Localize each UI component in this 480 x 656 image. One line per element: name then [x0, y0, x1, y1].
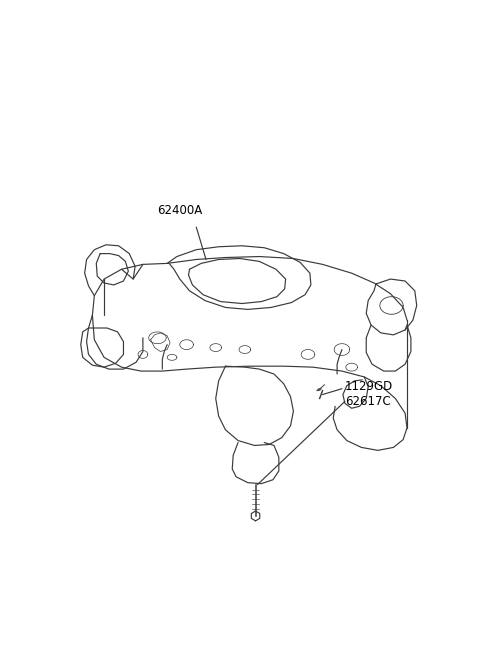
Text: 62617C: 62617C — [345, 395, 391, 408]
Text: 62400A: 62400A — [157, 205, 203, 217]
Text: 1129GD: 1129GD — [345, 380, 393, 393]
